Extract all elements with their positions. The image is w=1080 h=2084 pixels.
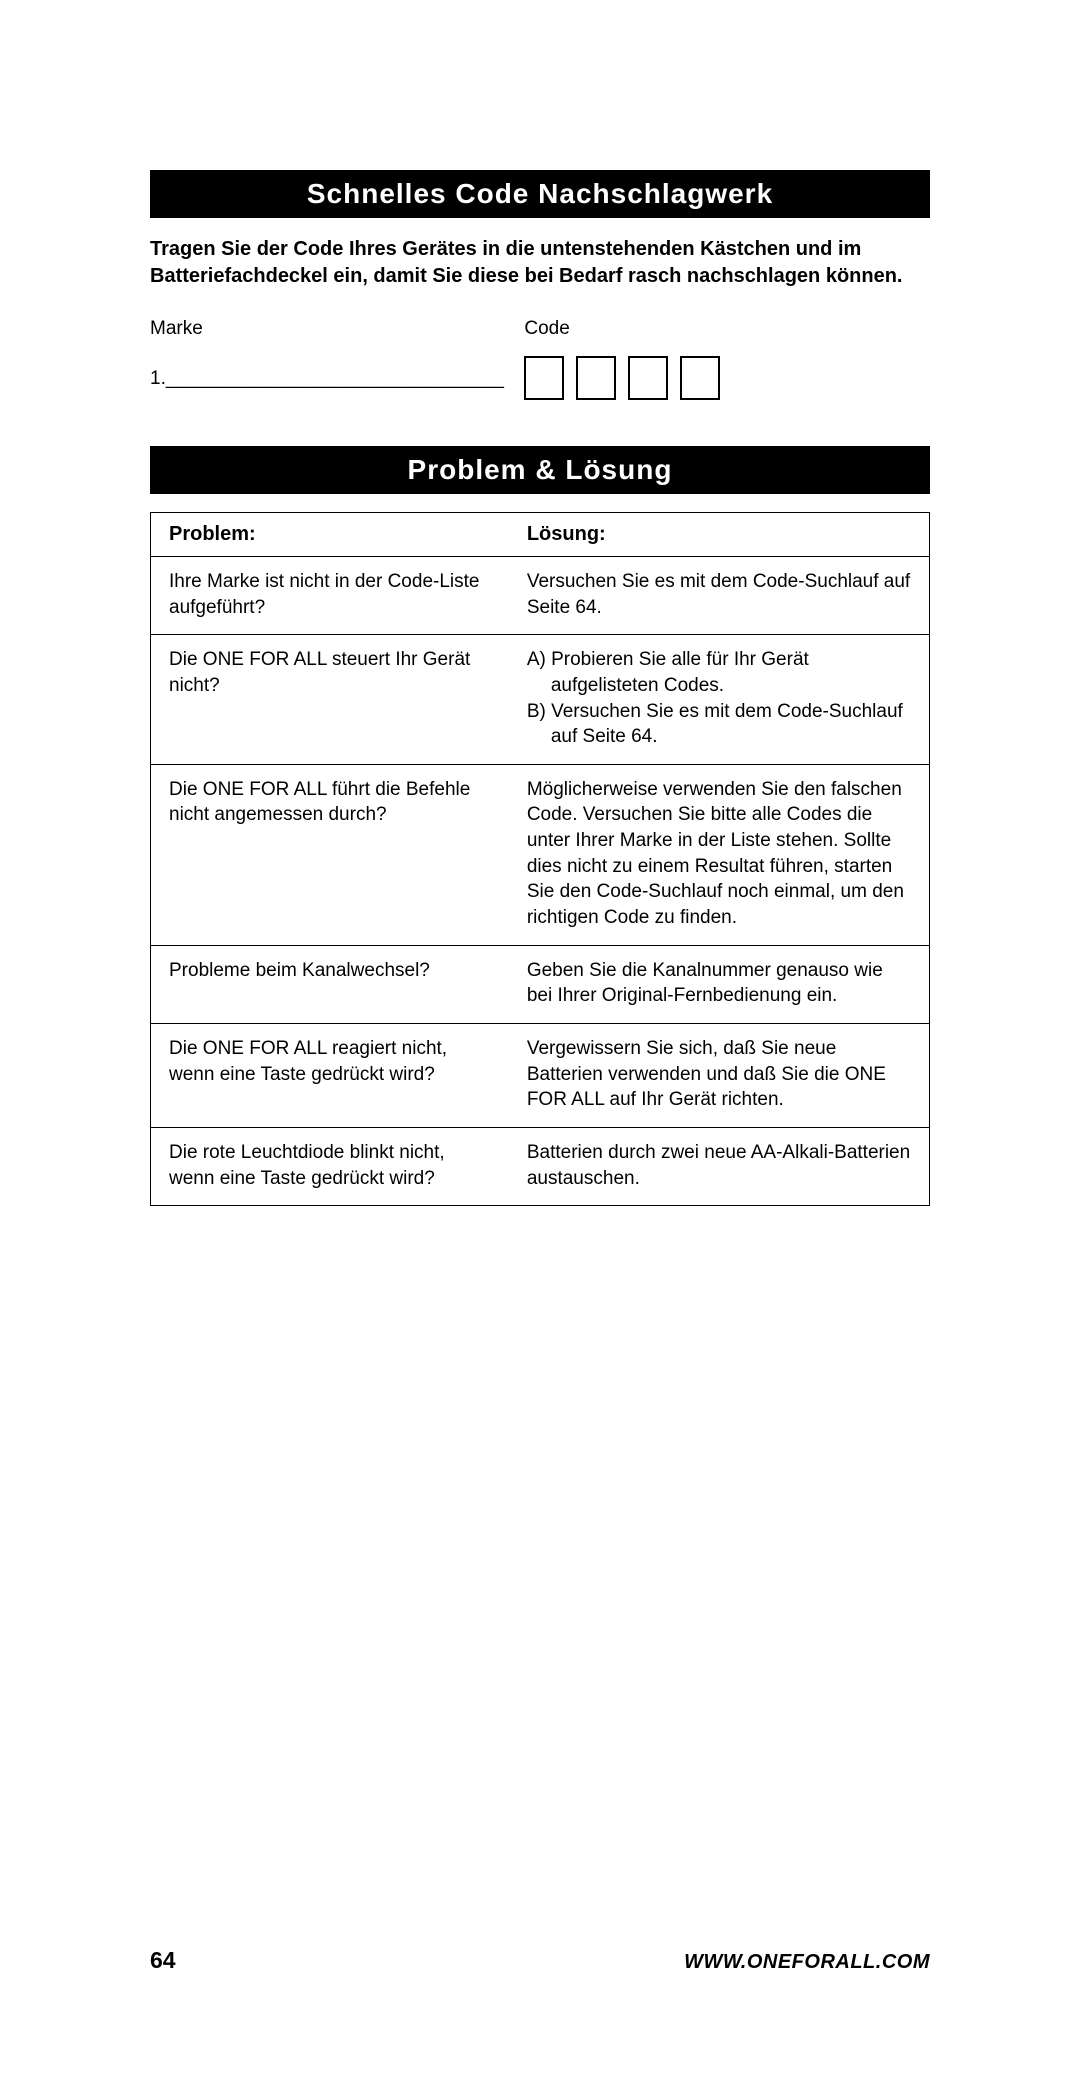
label-marke: Marke xyxy=(150,318,524,340)
table-row: Ihre Marke ist nicht in der Code-Liste a… xyxy=(151,557,930,635)
code-box-2 xyxy=(576,356,616,400)
table-row: Probleme beim Kanalwechsel? Geben Sie di… xyxy=(151,945,930,1023)
cell-solution: Batterien durch zwei neue AA-Alkali-Batt… xyxy=(509,1127,930,1205)
solution-a: A) Probieren Sie alle für Ihr Gerät aufg… xyxy=(527,647,911,698)
section-header-problem: Problem & Lösung xyxy=(150,446,930,494)
intro-text: Tragen Sie der Code Ihres Gerätes in die… xyxy=(150,236,930,290)
page-footer: 64 WWW.ONEFORALL.COM xyxy=(150,1947,930,1974)
form-entry-row: 1.________________________________ xyxy=(150,350,930,400)
cell-problem: Die ONE FOR ALL reagiert nicht, wenn ein… xyxy=(151,1023,509,1127)
table-row: Die rote Leuchtdiode blinkt nicht, wenn … xyxy=(151,1127,930,1205)
code-box-3 xyxy=(628,356,668,400)
th-solution: Lösung: xyxy=(509,513,930,557)
cell-problem: Ihre Marke ist nicht in der Code-Liste a… xyxy=(151,557,509,635)
table-row: Die ONE FOR ALL führt die Befehle nicht … xyxy=(151,764,930,945)
th-problem: Problem: xyxy=(151,513,509,557)
cell-solution: Geben Sie die Kanalnummer genauso wie be… xyxy=(509,945,930,1023)
code-box-4 xyxy=(680,356,720,400)
cell-solution: Versuchen Sie es mit dem Code-Suchlauf a… xyxy=(509,557,930,635)
page-number: 64 xyxy=(150,1947,176,1974)
cell-solution: Möglicherweise verwenden Sie den falsche… xyxy=(509,764,930,945)
table-row: Die ONE FOR ALL reagiert nicht, wenn ein… xyxy=(151,1023,930,1127)
section-problem-solution: Problem & Lösung Problem: Lösung: Ihre M… xyxy=(150,446,930,1206)
cell-problem: Die rote Leuchtdiode blinkt nicht, wenn … xyxy=(151,1127,509,1205)
table-row: Die ONE FOR ALL steuert Ihr Gerät nicht?… xyxy=(151,635,930,765)
code-box-1 xyxy=(524,356,564,400)
solution-b: B) Versuchen Sie es mit dem Code-Suchlau… xyxy=(527,699,911,750)
code-boxes xyxy=(524,356,930,400)
cell-solution: A) Probieren Sie alle für Ihr Gerät aufg… xyxy=(509,635,930,765)
label-code: Code xyxy=(524,318,930,340)
problem-solution-table: Problem: Lösung: Ihre Marke ist nicht in… xyxy=(150,512,930,1206)
brand-blank-line: 1.________________________________ xyxy=(150,368,524,390)
page-content: Schnelles Code Nachschlagwerk Tragen Sie… xyxy=(0,0,1080,1206)
cell-problem: Die ONE FOR ALL steuert Ihr Gerät nicht? xyxy=(151,635,509,765)
section-header-quickref: Schnelles Code Nachschlagwerk xyxy=(150,170,930,218)
cell-problem: Probleme beim Kanalwechsel? xyxy=(151,945,509,1023)
footer-url: WWW.ONEFORALL.COM xyxy=(684,1951,930,1974)
cell-problem: Die ONE FOR ALL führt die Befehle nicht … xyxy=(151,764,509,945)
table-header-row: Problem: Lösung: xyxy=(151,513,930,557)
cell-solution: Vergewissern Sie sich, daß Sie neue Batt… xyxy=(509,1023,930,1127)
form-labels-row: Marke Code xyxy=(150,318,930,340)
